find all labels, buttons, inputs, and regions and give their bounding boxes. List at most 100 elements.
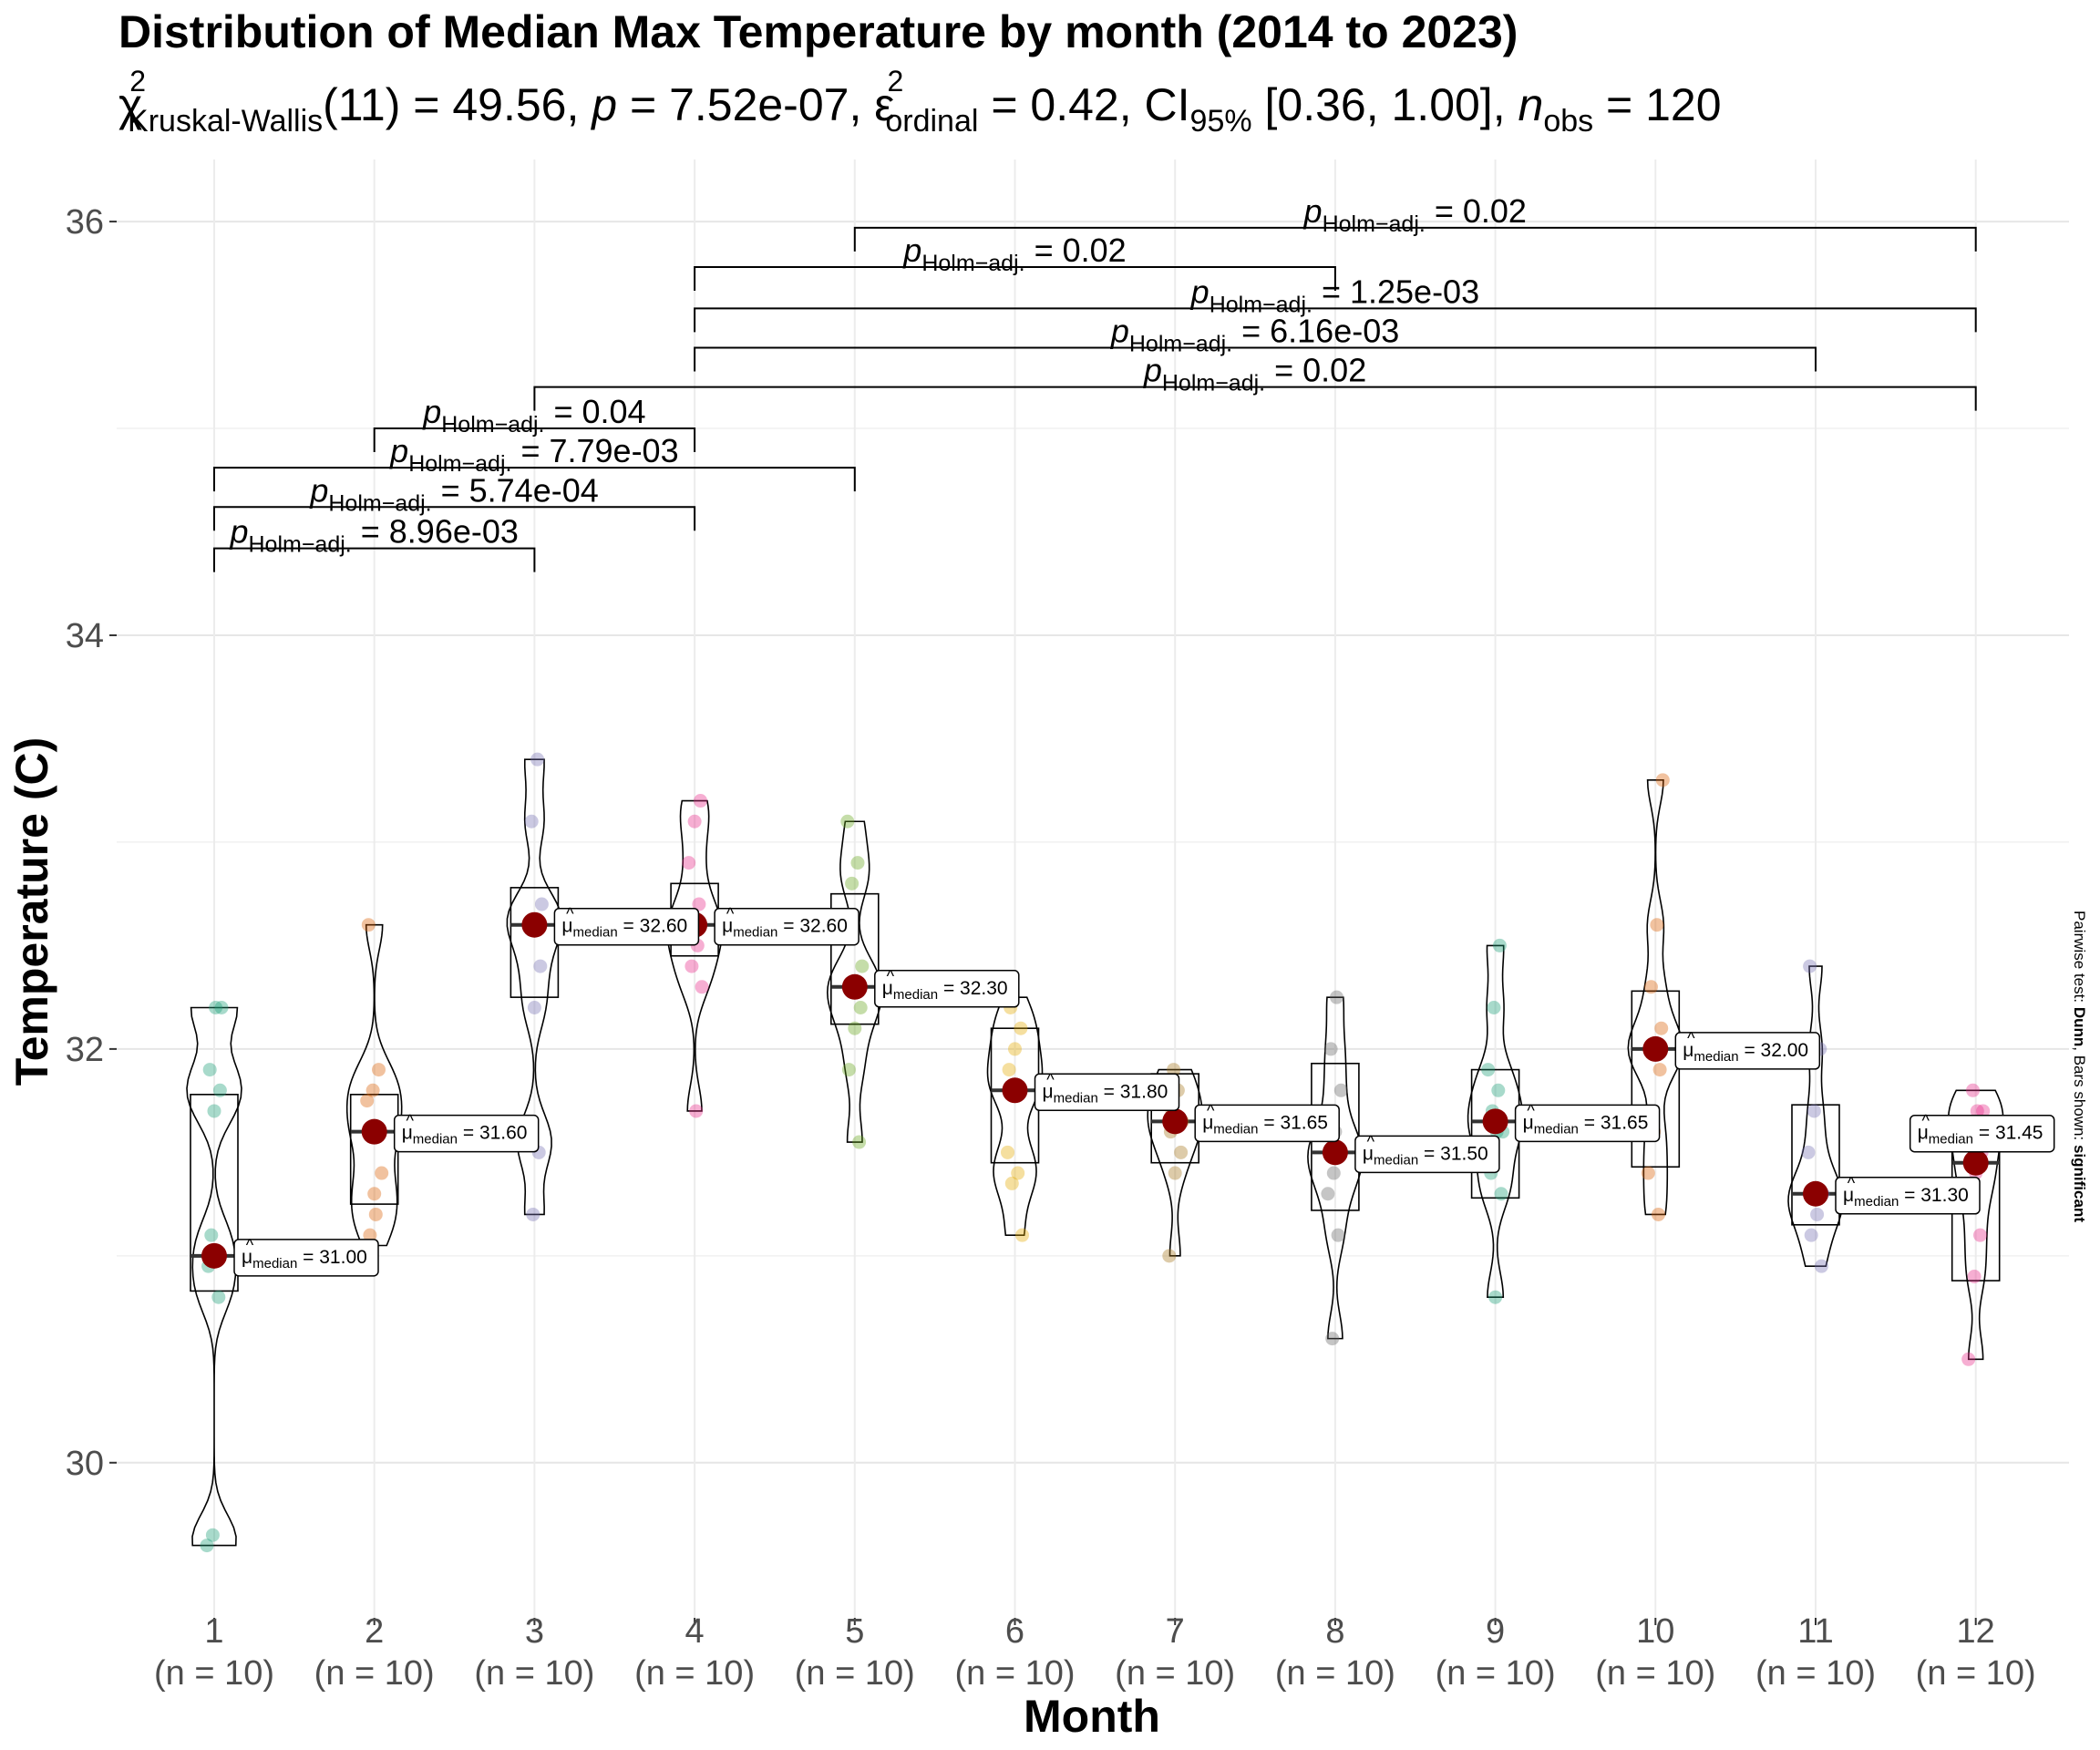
data-point-3-7 [534, 897, 549, 911]
median-label-hat: ^ [406, 1112, 414, 1130]
median-label-mu: μ [1918, 1123, 1929, 1144]
median-label-12: μmedian = 31.45^ [1909, 1112, 2055, 1153]
x-tick-n-11: (n = 10) [1755, 1654, 1876, 1693]
median-label-eq: = [1098, 1081, 1120, 1102]
median-label-value: 31.80 [1120, 1081, 1168, 1102]
data-point-9-0 [1488, 1290, 1503, 1304]
median-label-sub: median [893, 987, 938, 1003]
subtitle-sep-4: , [1493, 79, 1518, 130]
data-point-6-6 [1002, 1063, 1016, 1077]
pairwise-p-eq: = [1426, 192, 1463, 230]
median-label-box [1034, 1073, 1180, 1112]
x-tick-n-8: (n = 10) [1275, 1654, 1395, 1693]
median-label-mu: μ [1523, 1112, 1534, 1133]
pairwise-bracket-4-12 [694, 307, 1977, 333]
median-label-sub: median [1374, 1152, 1418, 1168]
subtitle-n-symbol: n [1518, 79, 1544, 130]
pairwise-label-3-12: pHolm−adj. = 0.02 [1143, 352, 1366, 396]
data-point-6-1 [1004, 1176, 1019, 1190]
violin-3 [506, 758, 563, 1216]
x-tick-label-9: 9 [1486, 1612, 1505, 1651]
pairwise-label-1-4: pHolm−adj. = 5.74e-04 [309, 471, 598, 516]
subtitle-epsilon-sub: ordinal [885, 104, 978, 139]
pairwise-label-4-11: pHolm−adj. = 6.16e-03 [1110, 313, 1399, 357]
x-tick-label-11: 11 [1797, 1612, 1833, 1651]
x-tick-label-10: 10 [1636, 1612, 1674, 1651]
median-label-value: 31.50 [1440, 1143, 1488, 1164]
median-label-text: μmedian = 32.60 [722, 916, 848, 941]
pairwise-p-eq: = [432, 471, 469, 509]
median-point-3 [521, 911, 548, 938]
median-label-eq: = [458, 1123, 479, 1144]
median-labels: μmedian = 31.00^μmedian = 31.60^μmedian … [233, 905, 2055, 1277]
violin-5 [826, 820, 883, 1143]
pairwise-bracket-5-12 [853, 226, 1977, 252]
median-label-sub: median [252, 1256, 297, 1271]
pairwise-p-symbol: p [309, 471, 328, 509]
data-point-3-3 [527, 1000, 541, 1014]
median-label-hat: ^ [726, 905, 735, 923]
data-point-5-1 [841, 1063, 856, 1077]
median-label-eq: = [618, 916, 640, 937]
median-point-8 [1322, 1139, 1348, 1166]
chart-subtitle: χ2 Kruskal-Wallis(11) = 49.56, p = 7.52e-… [118, 65, 1722, 139]
x-tick-label-1: 1 [204, 1612, 223, 1651]
data-point-9-1 [1494, 1187, 1508, 1201]
median-label-6: μmedian = 31.80 ^ [1034, 1070, 1180, 1112]
pairwise-label-1-3: pHolm−adj. = 8.96e-03 [229, 513, 518, 558]
data-point-12-2 [1973, 1228, 1987, 1242]
median-label-box [393, 1114, 540, 1153]
subtitle-epsilon-sup: 2 [888, 65, 904, 98]
x-tick-n-5: (n = 10) [795, 1654, 915, 1693]
pairwise-p-value: 1.25e-03 [1350, 273, 1479, 310]
data-point-8-1 [1331, 1228, 1345, 1242]
pairwise-bracket-3-12 [533, 386, 1977, 411]
caption-middle: , Bars shown: [2071, 1046, 2088, 1145]
median-label-sub: median [1054, 1090, 1098, 1106]
violin-1 [186, 1006, 242, 1547]
median-label-4: μmedian = 32.60^ [714, 905, 860, 946]
median-label-sub: median [413, 1132, 458, 1148]
pairwise-p-value: 0.04 [582, 393, 646, 430]
pairwise-p-symbol: p [229, 513, 248, 551]
data-point-8-0 [1325, 1332, 1340, 1346]
median-label-mu: μ [561, 916, 572, 937]
subtitle-sep-2: , [849, 79, 874, 130]
subtitle-df: (11) [323, 79, 400, 130]
subtitle-sep-1: , [566, 79, 592, 130]
data-point-10-8 [1650, 918, 1664, 932]
median-point-5 [841, 973, 868, 1000]
median-label-1: μmedian = 31.00^ [233, 1236, 379, 1277]
median-label-mu: μ [1043, 1081, 1054, 1102]
data-point-2-5 [360, 1094, 375, 1108]
pairwise-p-sub: Holm−adj. [249, 532, 352, 558]
data-point-8-7 [1333, 1083, 1348, 1097]
median-label-5: μmedian = 32.30^ [874, 967, 1020, 1008]
pairwise-label-2-4: pHolm−adj. = 0.04 [422, 393, 645, 438]
median-label-value: 32.60 [640, 916, 688, 937]
median-label-text: μmedian = 32.00 [1683, 1040, 1808, 1065]
subtitle-ci [1252, 79, 1265, 130]
pairwise-p-eq: = [544, 393, 582, 430]
data-point-10-1 [1641, 1166, 1655, 1180]
x-tick-label-12: 12 [1957, 1612, 1995, 1651]
caption-shown: significant [2071, 1145, 2088, 1222]
data-point-8-3 [1326, 1166, 1341, 1180]
data-point-5-9 [840, 814, 855, 829]
median-label-mu: μ [242, 1247, 252, 1268]
pairwise-p-value: 8.96e-03 [389, 513, 519, 551]
x-tick-n-10: (n = 10) [1595, 1654, 1715, 1693]
data-point-5-2 [848, 1021, 862, 1035]
median-label-value: 32.60 [799, 916, 848, 937]
data-point-3-0 [526, 1207, 540, 1221]
median-label-hat: ^ [1046, 1070, 1055, 1088]
median-label-eq: = [297, 1247, 319, 1268]
x-tick-n-6: (n = 10) [954, 1654, 1075, 1693]
data-point-4-2 [685, 959, 699, 973]
median-point-12 [1962, 1149, 1989, 1176]
median-label-box [874, 970, 1020, 1008]
median-label-box [714, 907, 860, 946]
pairwise-p-symbol: p [1143, 352, 1162, 389]
subtitle-chi-symbol: χ [118, 79, 142, 130]
